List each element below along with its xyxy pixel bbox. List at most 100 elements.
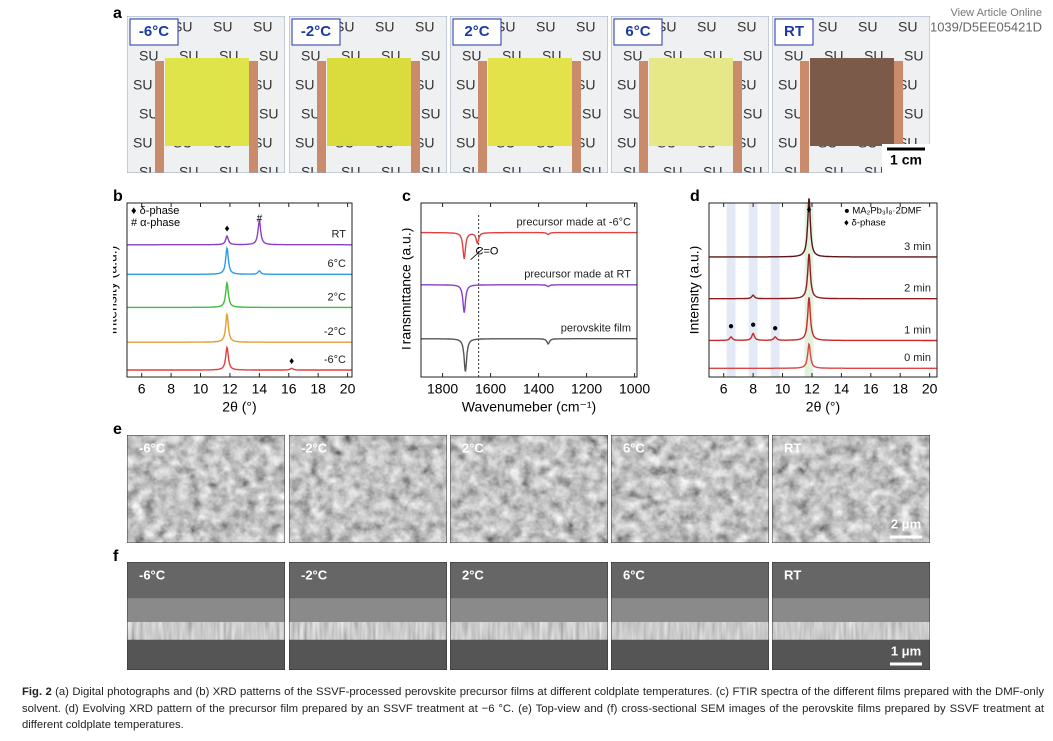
photo: SUSUSUSUSUSUSUSUSUSUSUSUSUSUSUSUSUSUSUSU… xyxy=(127,16,285,180)
x-tick-label: 16 xyxy=(281,381,297,397)
trace xyxy=(709,342,937,369)
band xyxy=(770,203,780,377)
sem-columns xyxy=(127,622,285,640)
sem-substrate xyxy=(611,639,769,670)
watermark: SU xyxy=(502,164,521,180)
watermark: SU xyxy=(623,164,642,180)
label-box xyxy=(613,18,663,46)
watermark: SU xyxy=(139,106,158,122)
watermark: SU xyxy=(542,164,561,180)
trace-label: RT xyxy=(332,229,347,241)
legend-entry: # α-phase xyxy=(131,217,180,229)
panel-label: b xyxy=(113,188,123,205)
watermark: SU xyxy=(623,48,642,64)
x-tick-label: 14 xyxy=(252,381,268,397)
photo-label: -6°C xyxy=(139,23,169,40)
annotation: ♦ xyxy=(806,205,811,216)
watermark: SU xyxy=(456,77,475,93)
x-tick-label: 10 xyxy=(193,381,209,397)
watermark: SU xyxy=(462,106,481,122)
x-tick-label: 20 xyxy=(922,381,938,397)
trace-label: 0 min xyxy=(904,352,931,364)
tweezer xyxy=(733,61,742,173)
sem-image: RT 2 μm xyxy=(772,435,930,543)
axes-frame xyxy=(708,202,938,378)
trace xyxy=(127,312,352,343)
sem-label: -2°C xyxy=(301,567,328,582)
x-tick-label: 14 xyxy=(834,381,850,397)
trace xyxy=(421,338,637,372)
watermark: SU xyxy=(421,164,440,180)
watermark: SU xyxy=(259,106,278,122)
x-axis-label: 2θ (°) xyxy=(222,399,256,415)
watermark: SU xyxy=(295,77,314,93)
trace-label: 1 min xyxy=(904,324,931,336)
sem-top xyxy=(289,562,447,599)
photo: SUSUSUSUSUSUSUSUSUSUSUSUSUSUSUSUSUSUSUSU… xyxy=(450,16,608,180)
trace-label: precursor made at RT xyxy=(524,269,631,281)
watermark: SU xyxy=(737,19,756,35)
axes-frame xyxy=(126,202,353,378)
watermark: SU xyxy=(253,19,272,35)
view-article-link[interactable]: View Article Online xyxy=(950,7,1042,19)
watermark: SU xyxy=(179,164,198,180)
watermark: SU xyxy=(784,48,803,64)
watermark: SU xyxy=(375,19,394,35)
watermark: SU xyxy=(818,19,837,35)
sem-substrate xyxy=(127,639,285,670)
label-box xyxy=(774,18,814,46)
y-axis-label: Transmittance (a.u.) xyxy=(398,228,414,353)
x-tick-label: 16 xyxy=(863,381,879,397)
watermark: SU xyxy=(421,48,440,64)
band xyxy=(804,203,814,377)
annotation: ● xyxy=(728,321,734,332)
figure: View Article Online DOI: 10.1039/D5EE054… xyxy=(104,5,1042,670)
x-axis-label: Wavenumeber (cm⁻¹) xyxy=(462,399,596,415)
sem-columns xyxy=(611,622,769,640)
sem-columns xyxy=(450,622,608,640)
sem-texture xyxy=(289,435,447,543)
annotation: C=O xyxy=(476,246,499,258)
legend-entry: ♦ δ-phase xyxy=(844,218,886,229)
trace xyxy=(127,345,352,371)
watermark: SU xyxy=(582,48,601,64)
sem-label: 2°C xyxy=(462,567,484,582)
watermark: SU xyxy=(743,164,762,180)
arrow xyxy=(470,248,484,261)
sem-image: 6°C xyxy=(611,562,769,670)
watermark: SU xyxy=(697,19,716,35)
sem-film xyxy=(289,598,447,623)
sem-image: 2°C xyxy=(450,435,608,543)
trace xyxy=(127,245,352,275)
tweezer xyxy=(800,61,809,173)
watermark: SU xyxy=(341,164,360,180)
tweezer xyxy=(478,61,487,173)
watermark: SU xyxy=(213,19,232,35)
watermark: SU xyxy=(824,164,843,180)
sem-substrate xyxy=(450,639,608,670)
panel-label: f xyxy=(113,548,119,565)
watermark: SU xyxy=(663,164,682,180)
annotation: ● xyxy=(750,319,756,330)
tweezer xyxy=(572,61,581,173)
x-axis-label: 2θ (°) xyxy=(806,399,840,415)
sem-image: 6°C xyxy=(611,435,769,543)
trace-label: 2 min xyxy=(904,283,931,295)
y-axis-label: Intensity (a.u.) xyxy=(104,246,120,335)
watermark: SU xyxy=(864,164,883,180)
tweezer xyxy=(155,61,164,173)
sem-label: 6°C xyxy=(623,567,645,582)
watermark: SU xyxy=(778,77,797,93)
trace xyxy=(127,217,352,246)
watermark: SU xyxy=(784,164,803,180)
scale-label: 1 μm xyxy=(891,643,921,658)
watermark: SU xyxy=(784,106,803,122)
watermark: SU xyxy=(139,164,158,180)
label-box xyxy=(291,18,341,46)
photo-label: 6°C xyxy=(625,23,650,40)
sem-film xyxy=(450,598,608,623)
trace-label: -6°C xyxy=(324,354,346,366)
sem-top xyxy=(611,562,769,599)
film xyxy=(810,58,894,146)
trace xyxy=(709,253,937,300)
